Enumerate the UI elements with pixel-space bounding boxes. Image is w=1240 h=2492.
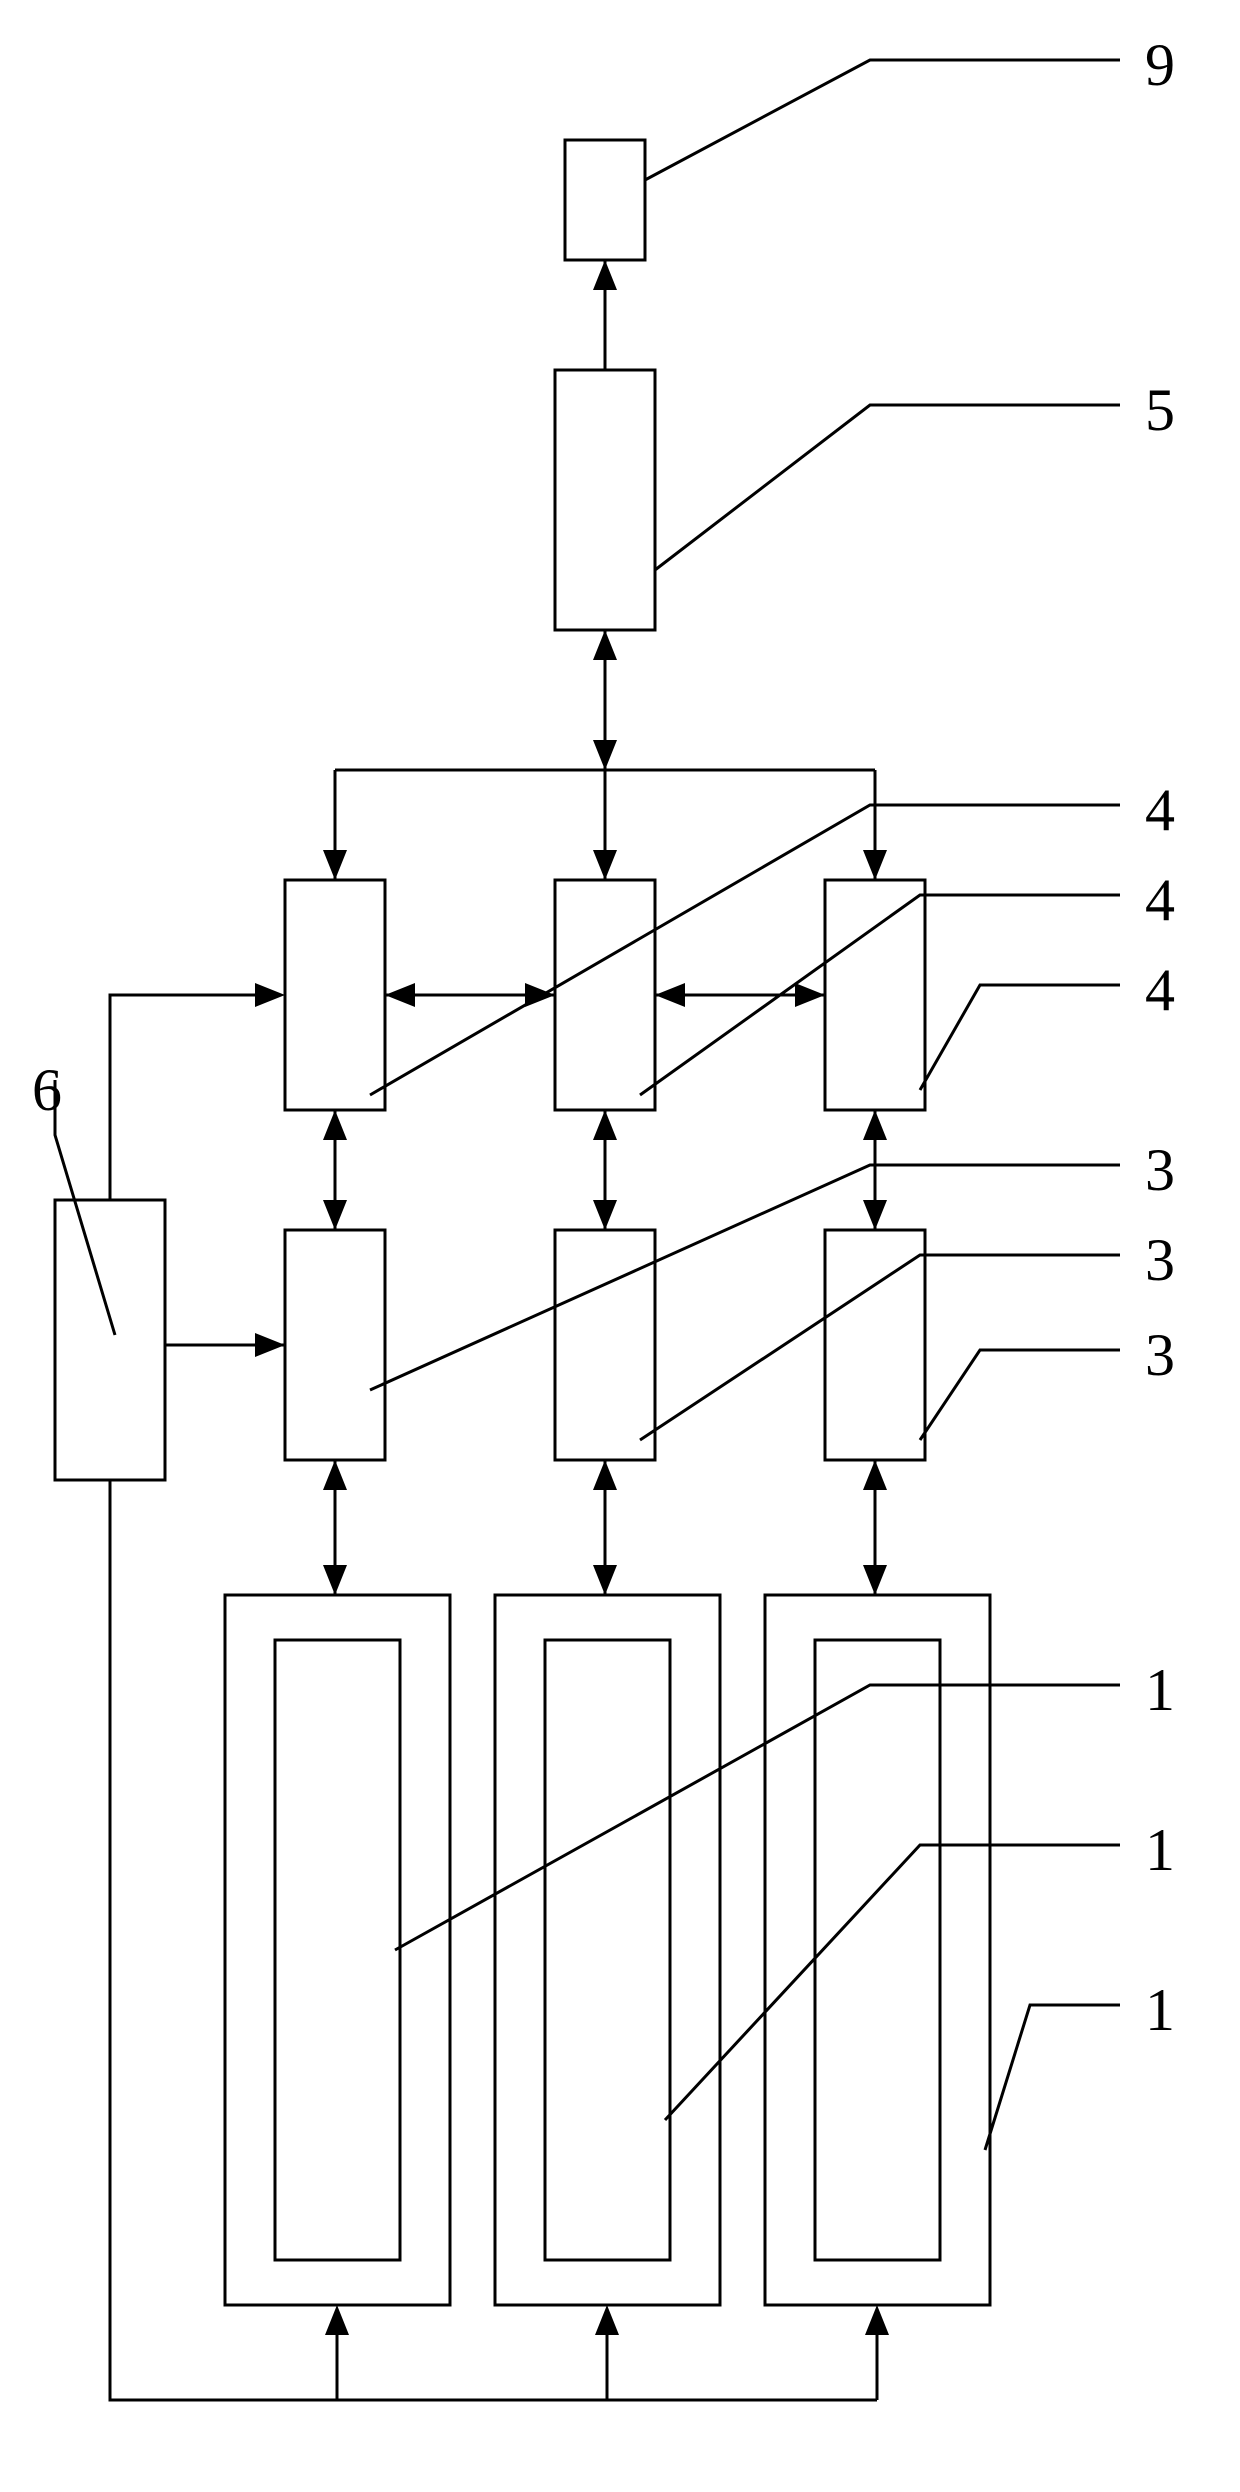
label-lbl1b: 1	[1145, 1817, 1175, 1883]
arrowhead	[863, 1200, 887, 1230]
connector	[395, 1685, 1120, 1950]
node-box1_M_outer	[495, 1595, 720, 2305]
node-box1_L_outer	[225, 1595, 450, 2305]
arrowhead	[593, 850, 617, 880]
arrowhead	[655, 983, 685, 1007]
arrowhead	[385, 983, 415, 1007]
label-lbl1c: 1	[1145, 1977, 1175, 2043]
arrowhead	[863, 1110, 887, 1140]
node-box1_R_outer	[765, 1595, 990, 2305]
arrowhead	[863, 1565, 887, 1595]
label-lbl3a: 3	[1145, 1137, 1175, 1203]
label-lbl1a: 1	[1145, 1657, 1175, 1723]
arrowhead	[795, 983, 825, 1007]
connector	[370, 805, 1120, 1095]
node-box4_R	[825, 880, 925, 1110]
arrowhead	[323, 1110, 347, 1140]
arrowhead	[593, 1200, 617, 1230]
arrowhead	[595, 2305, 619, 2335]
label-lbl6: 6	[32, 1057, 62, 1123]
node-box3_M	[555, 1230, 655, 1460]
node-box6	[55, 1200, 165, 1480]
label-lbl9: 9	[1145, 32, 1175, 98]
label-lbl4c: 4	[1145, 957, 1175, 1023]
arrowhead	[593, 630, 617, 660]
node-box3_L	[285, 1230, 385, 1460]
arrowhead	[863, 850, 887, 880]
arrowhead	[255, 1333, 285, 1357]
connector	[55, 1080, 115, 1335]
label-lbl3b: 3	[1145, 1227, 1175, 1293]
arrowhead	[865, 2305, 889, 2335]
arrowhead	[323, 1460, 347, 1490]
node-box4_L	[285, 880, 385, 1110]
arrowhead	[255, 983, 285, 1007]
node-box1_M_inner	[545, 1640, 670, 2260]
arrowhead	[323, 1565, 347, 1595]
arrowhead	[593, 1460, 617, 1490]
arrowhead	[323, 1200, 347, 1230]
node-box1_R_inner	[815, 1640, 940, 2260]
arrowhead	[863, 1460, 887, 1490]
connector	[665, 1845, 1120, 2120]
label-lbl3c: 3	[1145, 1322, 1175, 1388]
node-box4_M	[555, 880, 655, 1110]
node-box3_R	[825, 1230, 925, 1460]
arrowhead	[593, 740, 617, 770]
connector	[920, 985, 1120, 1090]
label-lbl4b: 4	[1145, 867, 1175, 933]
arrowhead	[593, 1565, 617, 1595]
connector	[645, 60, 1120, 180]
label-lbl5: 5	[1145, 377, 1175, 443]
connector	[920, 1350, 1120, 1440]
connector	[110, 995, 255, 1200]
node-box5	[555, 370, 655, 630]
connector	[370, 1165, 1120, 1390]
arrowhead	[323, 850, 347, 880]
arrowhead	[325, 2305, 349, 2335]
arrowhead	[593, 1110, 617, 1140]
connector	[640, 1255, 1120, 1440]
label-lbl4a: 4	[1145, 777, 1175, 843]
node-box1_L_inner	[275, 1640, 400, 2260]
arrowhead	[593, 260, 617, 290]
node-box9	[565, 140, 645, 260]
connector	[655, 405, 1120, 570]
connector	[985, 2005, 1120, 2150]
